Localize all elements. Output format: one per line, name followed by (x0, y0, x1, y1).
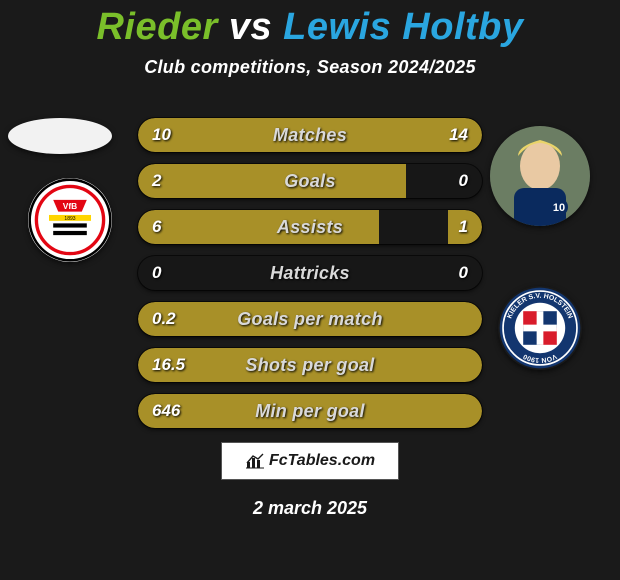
comparison-title: Rieder vs Lewis Holtby (0, 0, 620, 49)
stat-value-right: 14 (449, 118, 468, 152)
stat-label: Shots per goal (138, 348, 482, 382)
brand-badge: FcTables.com (221, 442, 399, 480)
stat-row: Min per goal646 (138, 394, 482, 428)
vfb-logo-icon: VfB 1893 (28, 178, 112, 262)
kiel-logo-icon: KIELER S.V. HOLSTEIN VON 1900 (498, 286, 582, 370)
player2-avatar: 10 (490, 126, 590, 226)
player1-avatar (8, 118, 112, 154)
stat-row: Shots per goal16.5 (138, 348, 482, 382)
player2-name: Lewis Holtby (283, 6, 523, 48)
stat-label: Goals (138, 164, 482, 198)
stat-row: Assists6 1 (138, 210, 482, 244)
svg-text:1893: 1893 (64, 216, 75, 222)
brand-chart-icon (245, 453, 265, 469)
stat-value-left: 6 (152, 210, 161, 244)
stat-value-left: 0.2 (152, 302, 176, 336)
subtitle: Club competitions, Season 2024/2025 (0, 57, 620, 78)
player1-name: Rieder (96, 6, 217, 48)
stat-value-right: 0 (459, 256, 468, 290)
stat-value-left: 646 (152, 394, 180, 428)
stat-label: Goals per match (138, 302, 482, 336)
stat-label: Min per goal (138, 394, 482, 428)
stat-label: Assists (138, 210, 482, 244)
stat-value-right: 0 (459, 164, 468, 198)
vs-word: vs (229, 6, 272, 48)
stat-value-left: 16.5 (152, 348, 185, 382)
footer-date: 2 march 2025 (0, 498, 620, 519)
stat-value-left: 0 (152, 256, 161, 290)
stat-row: Goals2 0 (138, 164, 482, 198)
stat-value-left: 10 (152, 118, 171, 152)
stats-container: Matches1014Goals20Assists61Hattricks00Go… (138, 118, 482, 440)
stat-label: Hattricks (138, 256, 482, 290)
stat-value-right: 1 (459, 210, 468, 244)
player1-club-badge: VfB 1893 (28, 178, 112, 262)
player2-photo-icon: 10 (490, 126, 590, 226)
stat-row: Goals per match0.2 (138, 302, 482, 336)
svg-text:10: 10 (553, 202, 565, 214)
brand-text: FcTables.com (269, 452, 375, 470)
svg-text:VfB: VfB (63, 201, 77, 211)
player2-club-badge: KIELER S.V. HOLSTEIN VON 1900 (498, 286, 582, 370)
stat-row: Matches10 14 (138, 118, 482, 152)
stat-value-left: 2 (152, 164, 161, 198)
stat-row: Hattricks0 0 (138, 256, 482, 290)
stat-label: Matches (138, 118, 482, 152)
